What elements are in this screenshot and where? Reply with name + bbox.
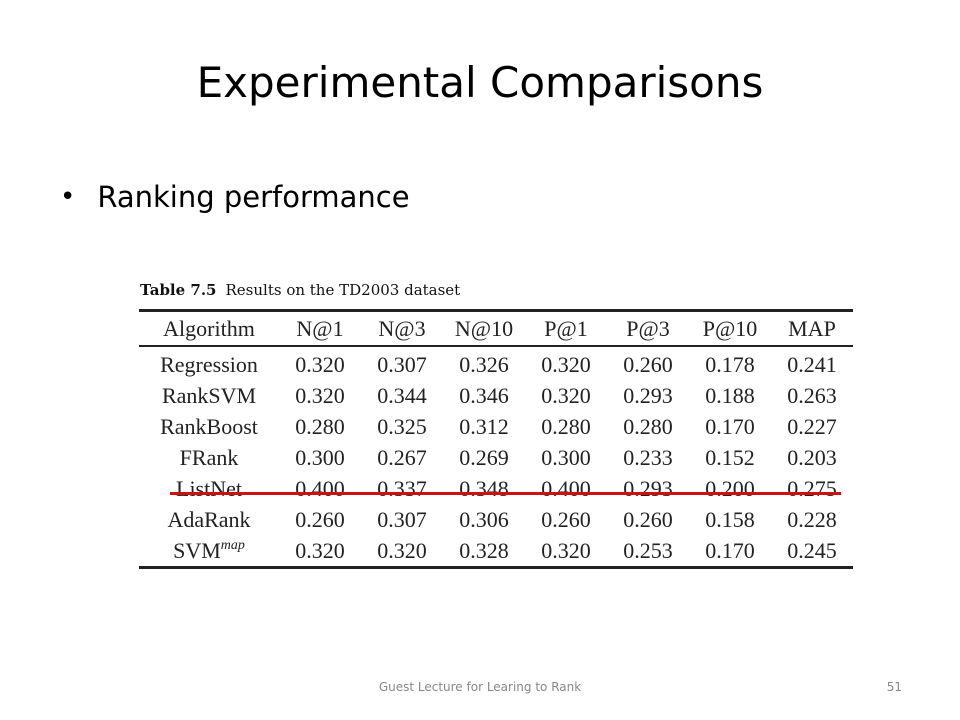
algorithm-cell: SVMmap [139,535,279,568]
table-row: FRank 0.300 0.267 0.269 0.300 0.233 0.152 0.203 [139,442,853,473]
value-cell: 0.300 [295,445,345,470]
table-caption-number: Table 7.5 [140,281,217,299]
value-cell: 0.400 [541,476,591,501]
page-number: 51 [886,680,902,694]
algorithm-cell: ListNet [139,473,279,504]
value-cell: 0.293 [623,383,673,408]
bullet-dot-icon: • [60,182,76,212]
value-cell: 0.328 [459,538,509,563]
value-cell: 0.178 [705,352,755,377]
value-cell: 0.267 [377,445,427,470]
value-cell: 0.320 [295,383,345,408]
value-cell: 0.280 [623,414,673,439]
column-header: MAP [771,310,853,347]
value-cell: 0.188 [705,383,755,408]
bullet-item: • Ranking performance [60,180,410,214]
value-cell: 0.280 [295,414,345,439]
value-cell: 0.152 [705,445,755,470]
column-header: P@10 [689,310,771,347]
value-cell: 0.344 [377,383,427,408]
value-cell: 0.275 [787,476,837,501]
value-cell: 0.307 [377,507,427,532]
column-header: N@1 [279,310,361,347]
column-header: P@3 [607,310,689,347]
algorithm-cell: RankSVM [139,380,279,411]
value-cell: 0.400 [295,476,345,501]
value-cell: 0.320 [295,538,345,563]
footer-text: Guest Lecture for Learing to Rank [378,680,582,694]
algorithm-cell: RankBoost [139,411,279,442]
value-cell: 0.245 [787,538,837,563]
value-cell: 0.320 [541,383,591,408]
listnet-highlight-underline [170,492,841,495]
algorithm-name: SVM [173,538,221,563]
value-cell: 0.293 [623,476,673,501]
table-header-row: Algorithm N@1 N@3 N@10 P@1 P@3 P@10 MAP [139,310,853,347]
value-cell: 0.263 [787,383,837,408]
value-cell: 0.260 [623,507,673,532]
algorithm-superscript: map [220,538,245,553]
algorithm-name: AdaRank [167,507,251,532]
algorithm-name: Regression [160,352,258,377]
value-cell: 0.280 [541,414,591,439]
value-cell: 0.320 [541,538,591,563]
column-header: P@1 [525,310,607,347]
value-cell: 0.325 [377,414,427,439]
table-caption: Table 7.5 Results on the TD2003 dataset [140,281,460,299]
value-cell: 0.348 [459,476,509,501]
value-cell: 0.320 [295,352,345,377]
algorithm-name: ListNet [176,476,242,501]
algorithm-cell: Regression [139,346,279,380]
value-cell: 0.337 [377,476,427,501]
table-caption-text: Results on the TD2003 dataset [225,281,461,299]
column-header: N@3 [361,310,443,347]
value-cell: 0.253 [623,538,673,563]
algorithm-name: FRank [179,445,239,470]
value-cell: 0.200 [705,476,755,501]
value-cell: 0.269 [459,445,509,470]
value-cell: 0.260 [541,507,591,532]
value-cell: 0.158 [705,507,755,532]
value-cell: 0.312 [459,414,509,439]
value-cell: 0.320 [377,538,427,563]
table-row: RankSVM 0.320 0.344 0.346 0.320 0.293 0.188 0.2… [139,380,853,411]
column-header: Algorithm [139,310,279,347]
algorithm-cell: AdaRank [139,504,279,535]
value-cell: 0.233 [623,445,673,470]
value-cell: 0.346 [459,383,509,408]
value-cell: 0.320 [541,352,591,377]
table-row: RankBoost 0.280 0.325 0.312 0.280 0.280 0.170 0… [139,411,853,442]
column-header: N@10 [443,310,525,347]
table-row: AdaRank 0.260 0.307 0.306 0.260 0.260 0.158 0.2… [139,504,853,535]
value-cell: 0.203 [787,445,837,470]
value-cell: 0.307 [377,352,427,377]
value-cell: 0.227 [787,414,837,439]
value-cell: 0.326 [459,352,509,377]
results-table: Algorithm N@1 N@3 N@10 P@1 P@3 P@10 MAP Regress… [139,309,853,569]
value-cell: 0.170 [705,538,755,563]
slide-title: Experimental Comparisons [196,58,764,107]
table-row: ListNet 0.400 0.337 0.348 0.400 0.293 0.200 0.2… [139,473,853,504]
value-cell: 0.241 [787,352,837,377]
table-row: SVMmap 0.320 0.320 0.328 0.320 0.253 0.170 0.24… [139,535,853,568]
algorithm-cell: FRank [139,442,279,473]
value-cell: 0.306 [459,507,509,532]
algorithm-name: RankSVM [161,383,257,408]
algorithm-name: RankBoost [160,414,258,439]
table-row: Regression 0.320 0.307 0.326 0.320 0.260 0.178… [139,346,853,380]
value-cell: 0.170 [705,414,755,439]
bullet-text: Ranking performance [97,180,410,214]
value-cell: 0.260 [295,507,345,532]
value-cell: 0.228 [787,507,837,532]
value-cell: 0.260 [623,352,673,377]
value-cell: 0.300 [541,445,591,470]
